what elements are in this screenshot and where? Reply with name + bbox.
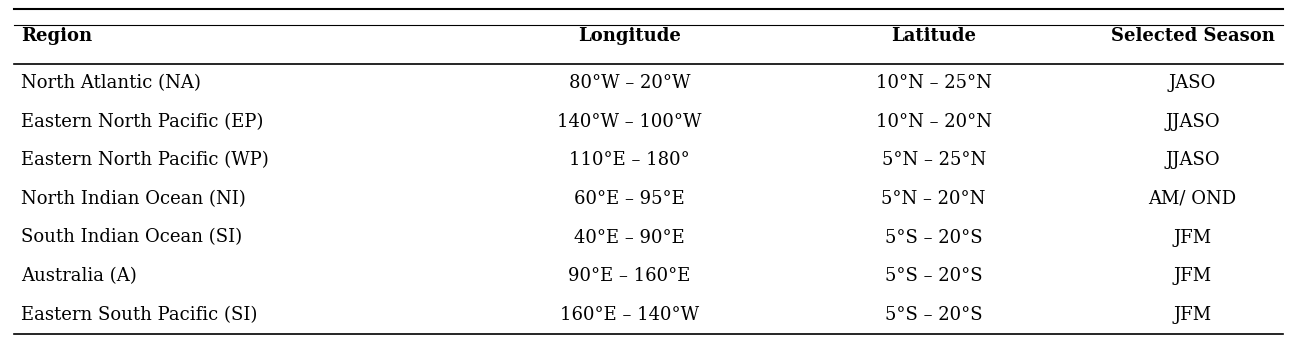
Text: South Indian Ocean (SI): South Indian Ocean (SI) [21, 229, 242, 247]
Text: North Indian Ocean (NI): North Indian Ocean (NI) [21, 190, 246, 208]
Text: JFM: JFM [1173, 267, 1212, 285]
Text: JASO: JASO [1169, 74, 1216, 92]
Text: Australia (A): Australia (A) [21, 267, 136, 285]
Text: Latitude: Latitude [891, 27, 976, 45]
Text: 5°S – 20°S: 5°S – 20°S [885, 267, 982, 285]
Text: 110°E – 180°: 110°E – 180° [569, 151, 690, 169]
Text: 80°W – 20°W: 80°W – 20°W [569, 74, 690, 92]
Text: 60°E – 95°E: 60°E – 95°E [574, 190, 685, 208]
Text: JJASO: JJASO [1165, 113, 1220, 131]
Text: AM/ OND: AM/ OND [1148, 190, 1237, 208]
Text: 5°S – 20°S: 5°S – 20°S [885, 229, 982, 247]
Text: 5°S – 20°S: 5°S – 20°S [885, 306, 982, 324]
Text: Longitude: Longitude [578, 27, 681, 45]
Text: 160°E – 140°W: 160°E – 140°W [560, 306, 699, 324]
Text: Eastern South Pacific (SI): Eastern South Pacific (SI) [21, 306, 257, 324]
Text: 140°W – 100°W: 140°W – 100°W [557, 113, 701, 131]
Text: Region: Region [21, 27, 92, 45]
Text: Eastern North Pacific (WP): Eastern North Pacific (WP) [21, 151, 269, 169]
Text: 10°N – 20°N: 10°N – 20°N [876, 113, 991, 131]
Text: JFM: JFM [1173, 306, 1212, 324]
Text: 10°N – 25°N: 10°N – 25°N [876, 74, 991, 92]
Text: Eastern North Pacific (EP): Eastern North Pacific (EP) [21, 113, 264, 131]
Text: 5°N – 20°N: 5°N – 20°N [882, 190, 986, 208]
Text: North Atlantic (NA): North Atlantic (NA) [21, 74, 200, 92]
Text: 40°E – 90°E: 40°E – 90°E [574, 229, 685, 247]
Text: JFM: JFM [1173, 229, 1212, 247]
Text: 5°N – 25°N: 5°N – 25°N [882, 151, 986, 169]
Text: JJASO: JJASO [1165, 151, 1220, 169]
Text: 90°E – 160°E: 90°E – 160°E [568, 267, 691, 285]
Text: Selected Season: Selected Season [1111, 27, 1274, 45]
